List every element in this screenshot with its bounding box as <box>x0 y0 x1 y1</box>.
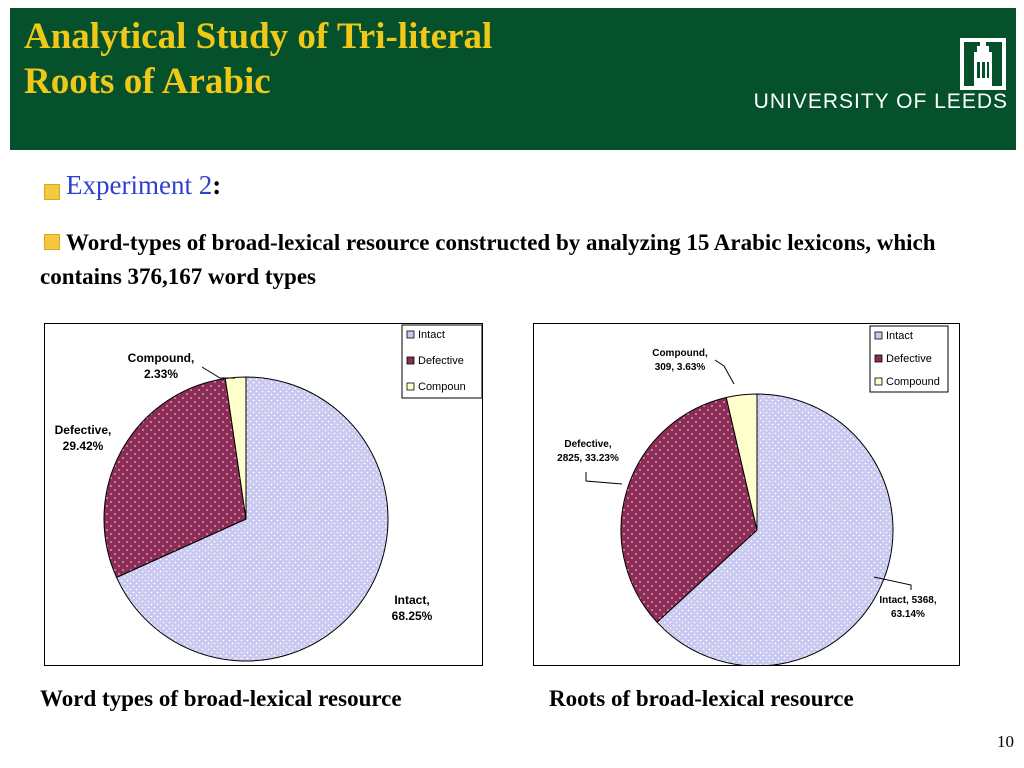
chart-legend: Intact Defective Compound <box>869 325 949 393</box>
page-number: 10 <box>997 732 1014 751</box>
data-label: 2825, 33.23% <box>557 453 619 464</box>
legend-entry: Intact <box>886 330 913 342</box>
leader-line <box>714 359 735 385</box>
data-label: 68.25% <box>392 609 433 623</box>
pie-slice-defective <box>103 377 247 579</box>
legend-entry: Defective <box>418 355 464 367</box>
title-banner: Analytical Study of Tri-literal Roots of… <box>10 8 1016 150</box>
legend-box <box>869 325 949 393</box>
title-line-2: Roots of Arabic <box>24 61 271 102</box>
leader-line <box>201 366 235 379</box>
data-label: Compound, <box>128 351 195 365</box>
university-name: UNIVERSITY OF LEEDS <box>753 90 1008 113</box>
left-chart-caption: Word types of broad-lexical resource <box>40 686 402 711</box>
data-label: Intact, <box>394 593 429 607</box>
legend-swatch <box>406 356 415 365</box>
legend-swatch <box>406 382 415 391</box>
pie-slice-compound <box>224 376 247 520</box>
roots-chart: Intact Defective Compound Intact, 5368, 63.1… <box>533 323 960 666</box>
description-text: Word-types of broad-lexical resource con… <box>40 230 936 289</box>
legend-swatch <box>406 330 415 339</box>
data-label: Intact, 5368, <box>879 595 936 606</box>
pie-slice-defective <box>620 396 758 623</box>
experiment-colon: : <box>212 170 222 200</box>
pie-slice-intact <box>115 376 389 662</box>
word-types-chart: Intact Defective Compoun Intact, 68.25% Defec… <box>44 323 483 666</box>
leader-line <box>585 472 623 485</box>
roots-pie-chart: Intact Defective Compound Intact, 5368, 63.1… <box>557 325 949 665</box>
experiment-heading: Experiment 2: <box>66 170 221 201</box>
experiment-title: Experiment 2 <box>66 170 213 200</box>
pie-slice-compound <box>725 393 758 531</box>
legend-entry: Defective <box>886 353 932 365</box>
data-label: Defective, <box>55 423 112 437</box>
word-types-pie-chart: Intact Defective Compoun Intact, 68.25% Defec… <box>55 324 482 662</box>
legend-swatch <box>874 331 883 340</box>
university-logo-icon <box>960 38 1006 90</box>
data-label: Compound, <box>652 348 708 359</box>
right-chart-caption: Roots of broad-lexical resource <box>549 686 854 711</box>
slide-title: Analytical Study of Tri-literal Roots of… <box>24 14 492 104</box>
experiment-description: Word-types of broad-lexical resource con… <box>40 226 980 294</box>
legend-box <box>401 324 482 399</box>
bullet-square-icon <box>44 184 60 200</box>
chart-legend: Intact Defective Compoun <box>401 324 482 399</box>
leader-line <box>873 576 912 590</box>
data-label: 309, 3.63% <box>655 362 706 373</box>
data-label: 63.14% <box>891 609 925 620</box>
data-label: Defective, <box>564 439 611 450</box>
data-label: 29.42% <box>63 439 104 453</box>
bullet-square-icon <box>44 234 60 250</box>
pie-slice-intact <box>656 393 894 665</box>
data-label: 2.33% <box>144 367 178 381</box>
legend-swatch <box>874 377 883 386</box>
legend-entry: Intact <box>418 329 445 341</box>
legend-swatch <box>874 354 883 363</box>
legend-entry: Compound <box>886 376 940 388</box>
title-line-1: Analytical Study of Tri-literal <box>24 16 493 57</box>
legend-entry: Compoun <box>418 381 466 393</box>
